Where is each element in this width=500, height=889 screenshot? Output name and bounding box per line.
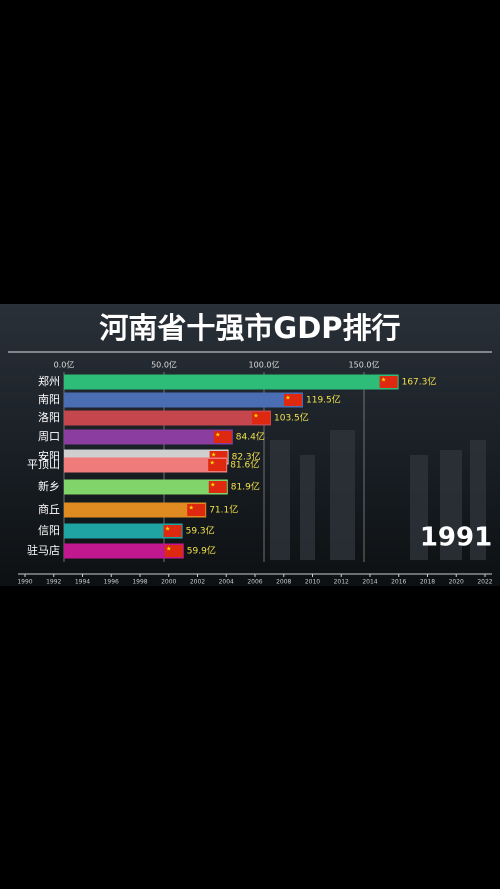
timeline-tick-label: 2008	[276, 579, 291, 586]
category-label: 新乡	[38, 479, 60, 493]
timeline-tick-label: 2014	[362, 579, 377, 586]
bar	[64, 479, 228, 495]
timeline-tick-label: 2016	[391, 579, 406, 586]
value-label: 59.3亿	[186, 525, 215, 537]
timeline-tick-label: 1996	[104, 579, 119, 586]
flag-star: ★	[215, 432, 220, 439]
value-label: 119.5亿	[306, 394, 341, 406]
value-label: 59.9亿	[187, 545, 216, 557]
flag-star: ★	[253, 413, 258, 420]
bar	[64, 392, 303, 408]
flag-star: ★	[165, 526, 170, 533]
x-tick-label: 100.0亿	[249, 360, 280, 370]
value-label: 81.6亿	[230, 459, 259, 471]
flag-star: ★	[166, 546, 171, 553]
bar	[64, 374, 399, 390]
category-label: 驻马店	[27, 543, 60, 557]
x-tick-label: 50.0亿	[151, 360, 177, 370]
timeline-tick-label: 1998	[132, 579, 147, 586]
category-label: 郑州	[38, 374, 60, 388]
flag	[379, 376, 398, 388]
flag	[187, 504, 206, 516]
flag-star: ★	[210, 460, 215, 467]
flag	[164, 545, 183, 557]
timeline-tick-label: 2006	[247, 579, 262, 586]
timeline-tick-label: 2000	[161, 579, 176, 586]
value-label: 84.4亿	[236, 431, 265, 443]
timeline-tick-label: 1990	[17, 579, 32, 586]
value-label: 82.3亿	[232, 451, 261, 463]
value-label: 103.5亿	[274, 412, 309, 424]
timeline-tick-label: 2018	[420, 579, 435, 586]
category-label: 洛阳	[38, 410, 60, 424]
category-label: 平顶山	[27, 458, 60, 471]
timeline-tick-label: 2022	[477, 579, 492, 586]
bar	[64, 523, 183, 539]
flag-star: ★	[210, 482, 215, 489]
flag	[163, 525, 182, 537]
x-tick-label: 150.0亿	[349, 360, 380, 370]
timeline-tick-label: 1992	[46, 579, 61, 586]
bar	[64, 502, 207, 518]
value-label: 71.1亿	[209, 504, 238, 516]
value-label: 167.3亿	[402, 376, 437, 388]
timeline-tick-label: 2012	[334, 579, 349, 586]
x-tick-label: 0.0亿	[54, 360, 75, 370]
skyline	[270, 430, 486, 560]
timeline-tick-label: 1994	[75, 579, 90, 586]
flag-star: ★	[189, 505, 194, 512]
bar	[64, 543, 184, 559]
flag-star: ★	[285, 395, 290, 402]
category-label: 南阳	[38, 393, 60, 406]
flag-star: ★	[381, 377, 386, 384]
flag	[208, 481, 227, 493]
value-label: 81.9亿	[231, 481, 260, 493]
flag	[213, 431, 232, 443]
timeline-tick-label: 2004	[219, 579, 234, 586]
timeline-tick-label: 2010	[305, 579, 320, 586]
flag	[284, 394, 302, 406]
category-label: 商丘	[38, 502, 60, 516]
bar	[64, 429, 233, 445]
category-label: 周口	[38, 430, 60, 443]
bar	[64, 410, 271, 426]
flag	[252, 412, 270, 424]
timeline-tick-label: 2020	[449, 579, 464, 586]
category-label: 信阳	[38, 524, 60, 537]
category-label: 安阳	[38, 449, 60, 463]
flag	[208, 459, 227, 471]
year-label: 1991	[420, 523, 492, 553]
flag-star: ★	[211, 452, 216, 459]
chart-title: 河南省十强市GDP排行	[99, 311, 400, 345]
timeline-tick-label: 2002	[190, 579, 205, 586]
bar	[64, 457, 228, 473]
